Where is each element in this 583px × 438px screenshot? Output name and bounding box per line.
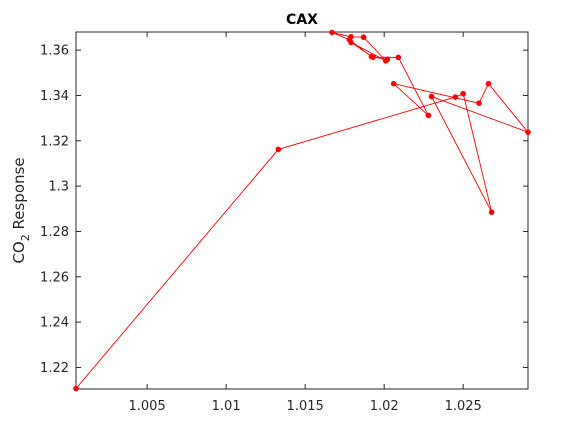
- data-point: [329, 29, 335, 36]
- data-point: [488, 209, 495, 215]
- data-point: [485, 80, 492, 87]
- data-point: [390, 80, 397, 87]
- data-point: [460, 90, 467, 97]
- y-tick-label: 1.28: [40, 225, 69, 240]
- data-point: [346, 36, 353, 43]
- data-point: [525, 129, 531, 135]
- y-tick-label: 1.3: [48, 180, 69, 195]
- x-tick-label: 1.005: [129, 399, 166, 414]
- y-axis-label: CO2 Response: [10, 157, 32, 263]
- y-tick-label: 1.34: [40, 89, 69, 104]
- y-tick-label: 1.36: [40, 44, 69, 59]
- x-tick-label: 1.02: [370, 399, 399, 414]
- y-axis-label-main: CO: [10, 241, 28, 263]
- y-tick-label: 1.24: [40, 316, 69, 331]
- axes-background: [75, 31, 529, 390]
- data-point: [476, 100, 482, 106]
- data-point: [395, 54, 402, 61]
- x-tick-label: 1.025: [445, 399, 482, 414]
- y-axis-label-rest: Response: [10, 157, 28, 234]
- y-tick-label: 1.32: [40, 134, 69, 149]
- data-series: [73, 29, 531, 392]
- x-tick-label: 1.015: [287, 399, 324, 414]
- y-tick-label: 1.22: [40, 361, 69, 376]
- data-point: [384, 56, 391, 63]
- data-point: [73, 385, 79, 392]
- data-point: [368, 53, 375, 60]
- data-point: [360, 34, 367, 41]
- data-point: [428, 93, 435, 100]
- data-point: [452, 94, 459, 100]
- y-axis-label-subscript: 2: [19, 234, 32, 241]
- y-tick-label: 1.26: [40, 270, 69, 285]
- x-tick-label: 1.01: [212, 399, 241, 414]
- data-point: [275, 146, 282, 153]
- axis-ticks: 1.005 1.01 1.015 1.02 1.025 1.22 1.24 1.26 1.28 1…: [40, 32, 528, 414]
- chart-title: CAX: [286, 12, 318, 28]
- data-point: [425, 112, 432, 119]
